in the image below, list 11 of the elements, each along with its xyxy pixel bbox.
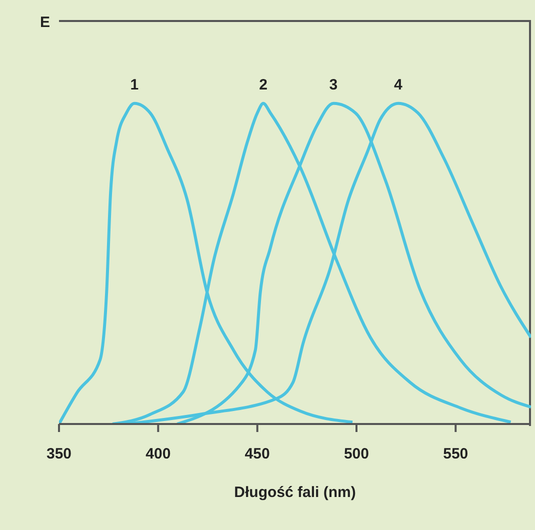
x-tick-label: 400 — [146, 446, 171, 463]
x-tick-label: 350 — [46, 446, 72, 463]
x-tick-label: 550 — [443, 446, 468, 463]
series-label: 3 — [329, 76, 338, 94]
x-tick-label: 500 — [344, 446, 369, 463]
x-axis-title: Długość fali (nm) — [233, 484, 357, 501]
y-axis-title: E — [40, 14, 50, 31]
x-tick-label: 450 — [244, 446, 270, 463]
series-label: 4 — [394, 76, 403, 94]
series-label: 2 — [259, 76, 268, 94]
series-label: 1 — [130, 76, 139, 94]
